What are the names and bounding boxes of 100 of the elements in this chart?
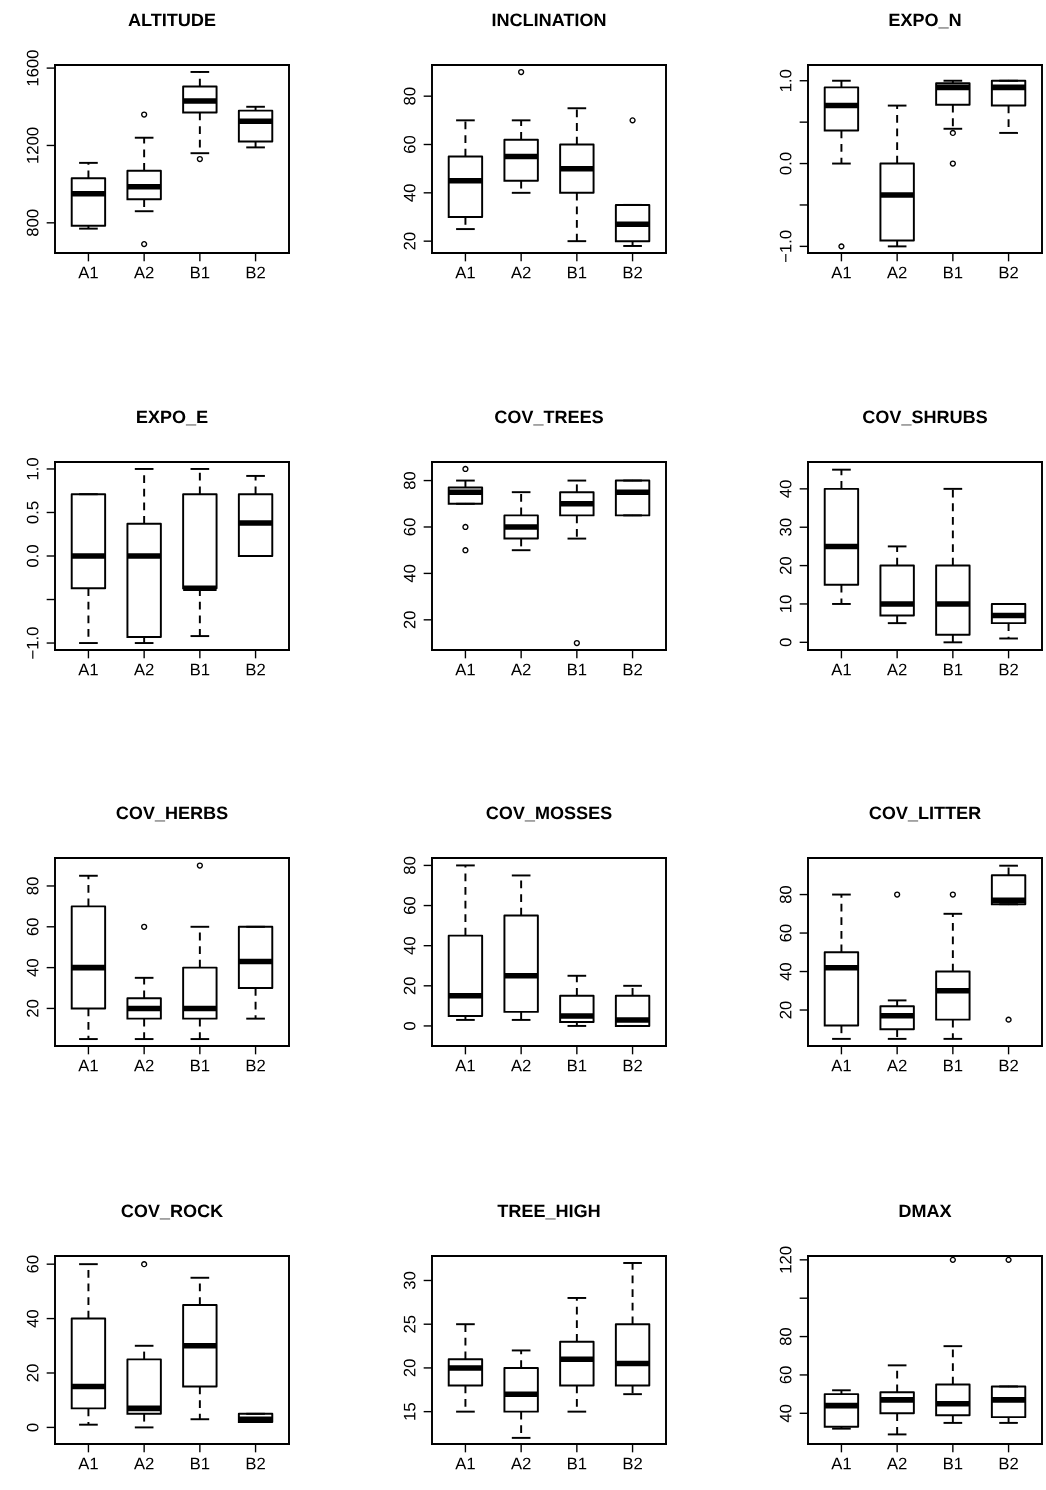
x-tick-label: A2 [510,1457,531,1470]
x-tick-label: A1 [78,1059,98,1072]
y-tick-label: 1.0 [779,69,792,92]
x-tick-label: A1 [831,266,851,279]
x-tick-label: A1 [455,266,475,279]
x-tick-label: B2 [999,266,1018,279]
chart-title: EXPO_E [137,410,208,426]
y-tick-label: 60 [779,1366,792,1384]
x-tick-label: B2 [999,1457,1018,1470]
y-tick-label: 0.0 [779,152,792,175]
y-tick-label: 0.5 [26,501,39,524]
chart-title: COV_SHRUBS [863,410,987,426]
x-tick-label: B2 [246,266,265,279]
y-tick-label: 60 [403,135,416,153]
y-tick-label: 80 [26,877,39,895]
x-tick-label: A2 [886,1457,907,1470]
x-tick-label: B1 [191,1457,210,1470]
x-tick-label: A2 [510,1059,531,1072]
y-tick-label: 40 [779,962,792,981]
x-tick-label: B2 [246,1059,265,1072]
y-tick-label: 1600 [26,50,39,86]
y-tick-label: 20 [26,1364,39,1382]
x-tick-label: B1 [944,266,963,279]
chart-title: ALTITUDE [128,13,216,27]
y-tick-label: 80 [779,885,792,904]
y-tick-label: 15 [403,1403,416,1420]
y-tick-label: 80 [779,1327,792,1346]
x-tick-label: B1 [568,266,587,279]
y-tick-label: 80 [403,471,416,490]
y-tick-label: 60 [779,924,792,942]
y-tick-label: 0 [779,638,792,647]
chart-title: COV_MOSSES [486,806,612,822]
y-tick-label: 80 [403,87,416,105]
x-tick-label: B1 [568,1059,587,1072]
x-tick-label: A2 [510,266,531,279]
y-tick-label: 30 [779,518,792,536]
x-tick-label: B1 [944,663,963,676]
x-tick-label: B1 [944,1059,963,1072]
y-tick-label: −1.0 [26,627,39,659]
y-tick-label: 25 [403,1315,416,1333]
y-tick-label: 40 [403,184,416,202]
x-tick-label: A2 [886,266,907,279]
y-tick-label: 60 [403,896,416,914]
y-tick-label: 10 [779,595,792,612]
x-tick-label: B2 [246,663,265,676]
x-tick-label: B2 [623,1059,642,1072]
x-tick-label: B2 [999,1059,1018,1072]
y-tick-label: 30 [403,1271,416,1290]
y-tick-label: 40 [779,480,792,498]
y-tick-label: 60 [403,518,416,536]
y-tick-label: 40 [403,937,416,955]
y-tick-label: 40 [26,1309,39,1328]
x-tick-label: B2 [999,663,1018,676]
x-tick-label: A1 [455,1059,475,1072]
y-tick-label: 20 [779,1001,792,1019]
x-tick-label: A1 [831,663,851,676]
x-tick-label: B1 [191,663,210,676]
x-tick-label: A1 [831,1457,851,1470]
y-tick-label: 40 [26,959,39,977]
chart-title: COV_HERBS [116,806,228,822]
x-tick-label: A1 [78,1457,98,1470]
x-tick-label: B2 [246,1457,265,1470]
y-tick-label: 80 [403,856,416,874]
y-tick-label: 40 [403,564,416,583]
chart-title: INCLINATION [492,13,606,27]
y-tick-label: 0 [26,1423,39,1432]
x-tick-label: B1 [568,1457,587,1470]
x-tick-label: A1 [455,663,475,676]
x-tick-label: B2 [623,266,642,279]
y-tick-label: −1.0 [779,230,792,262]
x-tick-label: A2 [133,1059,154,1072]
x-tick-label: B1 [191,266,210,279]
x-tick-label: A1 [78,266,98,279]
x-tick-label: A2 [133,1457,154,1470]
x-tick-label: A2 [133,663,154,676]
x-tick-label: A2 [133,266,154,279]
y-tick-label: 20 [779,556,792,575]
x-tick-label: A1 [831,1059,851,1072]
x-tick-label: B1 [944,1457,963,1470]
x-tick-label: A2 [886,663,907,676]
y-tick-label: 20 [403,232,416,250]
y-tick-label: 0 [403,1021,416,1030]
x-tick-label: B1 [568,663,587,676]
y-tick-label: 60 [26,918,39,936]
x-tick-label: A1 [455,1457,475,1470]
y-tick-label: 0.0 [26,545,39,567]
x-tick-label: B2 [623,1457,642,1470]
chart-title: EXPO_N [889,13,961,29]
y-tick-label: 60 [26,1255,39,1273]
y-tick-label: 20 [403,611,416,629]
x-tick-label: B1 [191,1059,210,1072]
y-tick-label: 40 [779,1404,792,1423]
chart-title: COV_TREES [495,410,603,426]
y-tick-label: 120 [779,1246,792,1273]
y-tick-label: 1200 [26,127,39,163]
chart-title: COV_LITTER [869,806,981,822]
x-tick-label: A2 [886,1059,907,1072]
chart-title: COV_ROCK [121,1204,223,1220]
chart-title: TREE_HIGH [497,1204,600,1220]
y-tick-label: 20 [403,1359,416,1377]
